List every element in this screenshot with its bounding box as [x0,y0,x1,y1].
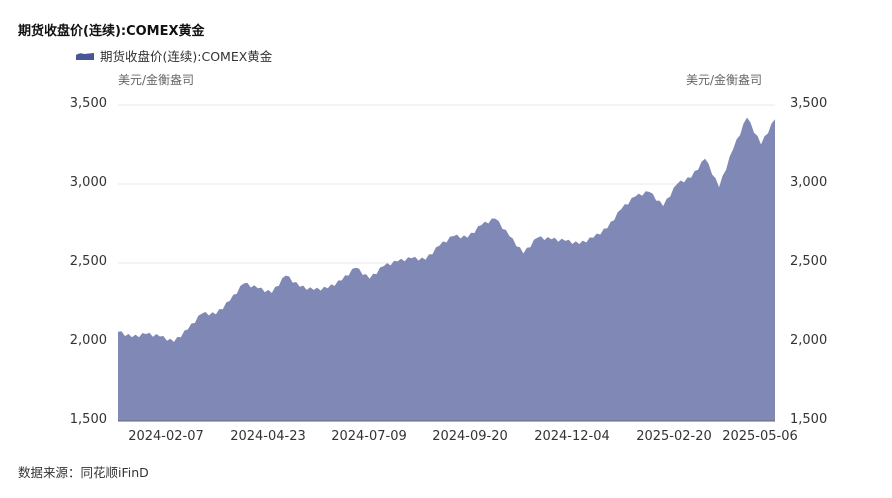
x-tick: 2025-05-06 [722,429,798,444]
x-tick: 2025-02-20 [636,429,712,444]
right-axis-unit: 美元/金衡盎司 [686,73,763,87]
y-tick-left: 2,500 [69,254,107,269]
y-tick-right: 2,000 [790,333,828,348]
x-tick: 2024-07-09 [331,429,407,444]
x-tick: 2024-12-04 [534,429,610,444]
legend[interactable]: 期货收盘价(连续):COMEX黄金 [76,46,272,65]
y-tick-left: 3,000 [69,175,107,190]
y-tick-right: 2,500 [790,254,828,269]
y-tick-right: 3,000 [790,175,828,190]
y-tick-left: 2,000 [69,333,107,348]
legend-label: 期货收盘价(连续):COMEX黄金 [100,49,273,64]
price-area [118,117,775,421]
y-tick-right: 1,500 [790,412,828,427]
x-tick: 2024-09-20 [432,429,508,444]
y-tick-left: 3,500 [69,96,107,111]
area-legend-icon [76,52,94,60]
chart-title: 期货收盘价(连续):COMEX黄金 [18,24,205,39]
data-source: 数据来源：同花顺iFinD [18,465,149,480]
x-tick: 2024-02-07 [128,429,204,444]
y-tick-left: 1,500 [69,412,107,427]
left-axis-unit: 美元/金衡盎司 [118,73,195,87]
x-tick: 2024-04-23 [230,429,306,444]
y-tick-right: 3,500 [790,96,828,111]
